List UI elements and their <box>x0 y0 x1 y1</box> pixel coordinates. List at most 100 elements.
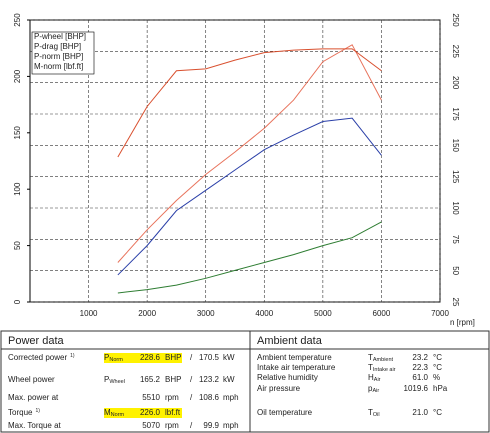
symbol: PNorm <box>104 353 123 363</box>
value: 1019.6 <box>404 384 429 393</box>
row-label: Max. Torque at <box>8 421 62 430</box>
label-text: Wheel power <box>8 375 55 384</box>
y2-tick-label: 175 <box>451 107 460 121</box>
symbol: TAmbient <box>368 353 394 363</box>
unit: rpm <box>165 421 179 430</box>
row-label: Air pressure <box>257 384 301 393</box>
label-text: Intake air temperature <box>257 363 336 372</box>
alt-value: 108.6 <box>199 393 220 402</box>
alt-unit: mph <box>223 421 239 430</box>
value: 5070 <box>142 421 160 430</box>
y2-tick-label: 200 <box>451 76 460 90</box>
x-tick-label: 6000 <box>373 309 391 318</box>
symbol: pAir <box>368 384 379 394</box>
symbol: TIntake air <box>368 363 396 373</box>
symbol-sub: Air <box>372 388 379 394</box>
row-label: Oil temperature <box>257 408 313 417</box>
symbol-sub: Air <box>374 377 381 383</box>
symbol-main: T <box>368 353 373 362</box>
y2-tick-label: 75 <box>451 235 460 244</box>
footnote: 1) <box>70 353 75 359</box>
alt-unit: kW <box>223 353 235 362</box>
symbol-main: T <box>368 363 373 372</box>
unit: BHP <box>165 353 181 362</box>
x-tick-label: 2000 <box>138 309 156 318</box>
y-tick-label: 50 <box>13 241 22 250</box>
label-text: Max. power at <box>8 393 59 402</box>
symbol-sub: Norm <box>111 412 125 418</box>
label-text: Ambient temperature <box>257 353 332 362</box>
unit: hPa <box>433 384 448 393</box>
unit: rpm <box>165 393 179 402</box>
data-line <box>117 44 382 263</box>
y-tick-label: 0 <box>13 299 22 304</box>
unit: BHP <box>165 375 181 384</box>
symbol-main: P <box>104 353 109 362</box>
value: 5510 <box>142 393 160 402</box>
row-label: Corrected power 1) <box>8 353 75 362</box>
row-label: Torque 1) <box>8 408 40 417</box>
data-line <box>117 48 382 158</box>
alt-value: 99.9 <box>203 421 219 430</box>
label-text: Torque <box>8 408 33 417</box>
y2-tick-label: 225 <box>451 45 460 59</box>
symbol-sub: Ambient <box>373 357 394 363</box>
y-tick-label: 250 <box>13 13 22 27</box>
x-tick-label: 1000 <box>80 309 98 318</box>
highlight <box>133 408 182 418</box>
symbol-sub: Oil <box>373 412 380 418</box>
alt-value: 170.5 <box>199 353 220 362</box>
symbol-main: H <box>368 373 374 382</box>
data-line <box>117 117 382 276</box>
value: 226.0 <box>140 408 161 417</box>
row-label: Wheel power <box>8 375 55 384</box>
value: 165.2 <box>140 375 161 384</box>
data-line <box>117 221 382 294</box>
alt-unit: kW <box>223 375 235 384</box>
value: 22.3 <box>412 363 428 372</box>
table-frame <box>0 330 490 433</box>
symbol-sub: Norm <box>109 357 123 363</box>
legend-entry: M-norm [lbf.ft] <box>34 62 83 71</box>
y-tick-label: 150 <box>13 126 22 140</box>
unit: °C <box>433 353 442 362</box>
symbol: TOil <box>368 408 380 418</box>
separator: / <box>190 421 193 430</box>
unit: % <box>433 373 440 382</box>
row-label: Ambient temperature <box>257 353 332 362</box>
y-tick-label: 100 <box>13 182 22 196</box>
legend-entry: P-drag [BHP] <box>34 42 81 51</box>
x-tick-label: 7000 <box>431 309 449 318</box>
separator: / <box>190 393 193 402</box>
symbol-main: T <box>368 408 373 417</box>
legend-entry: P-norm [BHP] <box>34 52 83 61</box>
alt-value: 123.2 <box>199 375 220 384</box>
unit: °C <box>433 363 442 372</box>
symbol-main: P <box>104 375 109 384</box>
highlight <box>104 353 144 363</box>
x-tick-label: 5000 <box>314 309 332 318</box>
highlight <box>104 408 144 418</box>
alt-unit: mph <box>223 393 239 402</box>
y2-tick-label: 125 <box>451 170 460 184</box>
unit: lbf.ft <box>165 408 181 417</box>
x-axis-label: n [rpm] <box>450 318 475 327</box>
symbol-main: M <box>104 408 111 417</box>
panel-title: Ambient data <box>257 335 323 347</box>
symbol: MNorm <box>104 408 125 418</box>
symbol: PWheel <box>104 375 125 385</box>
y2-tick-label: 100 <box>451 201 460 215</box>
value: 228.6 <box>140 353 161 362</box>
panel-title: Power data <box>8 335 65 347</box>
symbol-sub: Intake air <box>373 367 396 373</box>
y2-tick-label: 250 <box>451 13 460 27</box>
label-text: Max. Torque at <box>8 421 62 430</box>
value: 21.0 <box>412 408 428 417</box>
row-label: Relative humidity <box>257 373 318 382</box>
y-tick-label: 200 <box>13 69 22 83</box>
unit: °C <box>433 408 442 417</box>
y2-tick-label: 50 <box>451 266 460 275</box>
y2-tick-label: 25 <box>451 298 460 307</box>
footnote: 1) <box>35 408 40 414</box>
